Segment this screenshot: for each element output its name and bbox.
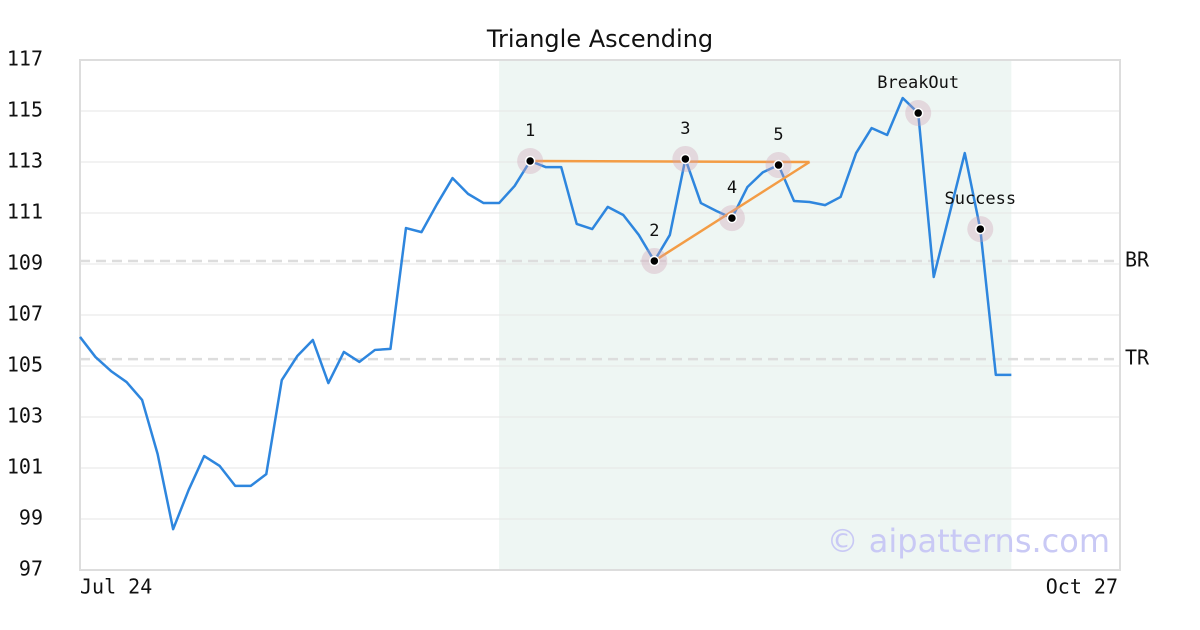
- pattern-point: [773, 159, 784, 171]
- point-label: BreakOut: [877, 73, 959, 93]
- y-tick-label: 105: [7, 353, 43, 377]
- x-tick-label: Oct 27: [1046, 575, 1118, 599]
- plot-frame: [79, 59, 1121, 571]
- triangle-line: [653, 160, 811, 262]
- y-tick-label: 111: [7, 200, 43, 224]
- y-tick-label: 103: [7, 404, 43, 428]
- point-label: 1: [525, 121, 535, 141]
- price-line: [79, 96, 1012, 531]
- reference-label: BR: [1125, 247, 1150, 271]
- pattern-point: [975, 223, 986, 235]
- y-tick-label: 113: [7, 149, 43, 173]
- y-tick-label: 107: [7, 302, 43, 326]
- pattern-point: [680, 153, 691, 165]
- y-tick-label: 101: [7, 455, 43, 479]
- pattern-point: [912, 107, 924, 119]
- y-tick-label: 97: [19, 557, 43, 581]
- y-tick-label: 99: [19, 506, 43, 530]
- point-label: 3: [680, 119, 690, 139]
- triangle-line: [530, 159, 810, 164]
- point-label: 5: [773, 125, 783, 145]
- x-tick-label: Jul 24: [80, 575, 152, 599]
- pattern-point: [726, 212, 738, 224]
- watermark: © aipatterns.com: [827, 522, 1110, 560]
- point-label: 4: [727, 178, 737, 198]
- reference-label: TR: [1125, 346, 1150, 370]
- point-label: 2: [649, 221, 659, 241]
- pattern-point: [524, 155, 536, 167]
- chart-title: Triangle Ascending: [486, 25, 713, 53]
- y-tick-label: 109: [7, 251, 43, 275]
- y-tick-label: 115: [7, 98, 43, 122]
- point-label: Success: [944, 189, 1016, 209]
- y-tick-label: 117: [7, 47, 43, 71]
- pattern-point: [649, 255, 660, 267]
